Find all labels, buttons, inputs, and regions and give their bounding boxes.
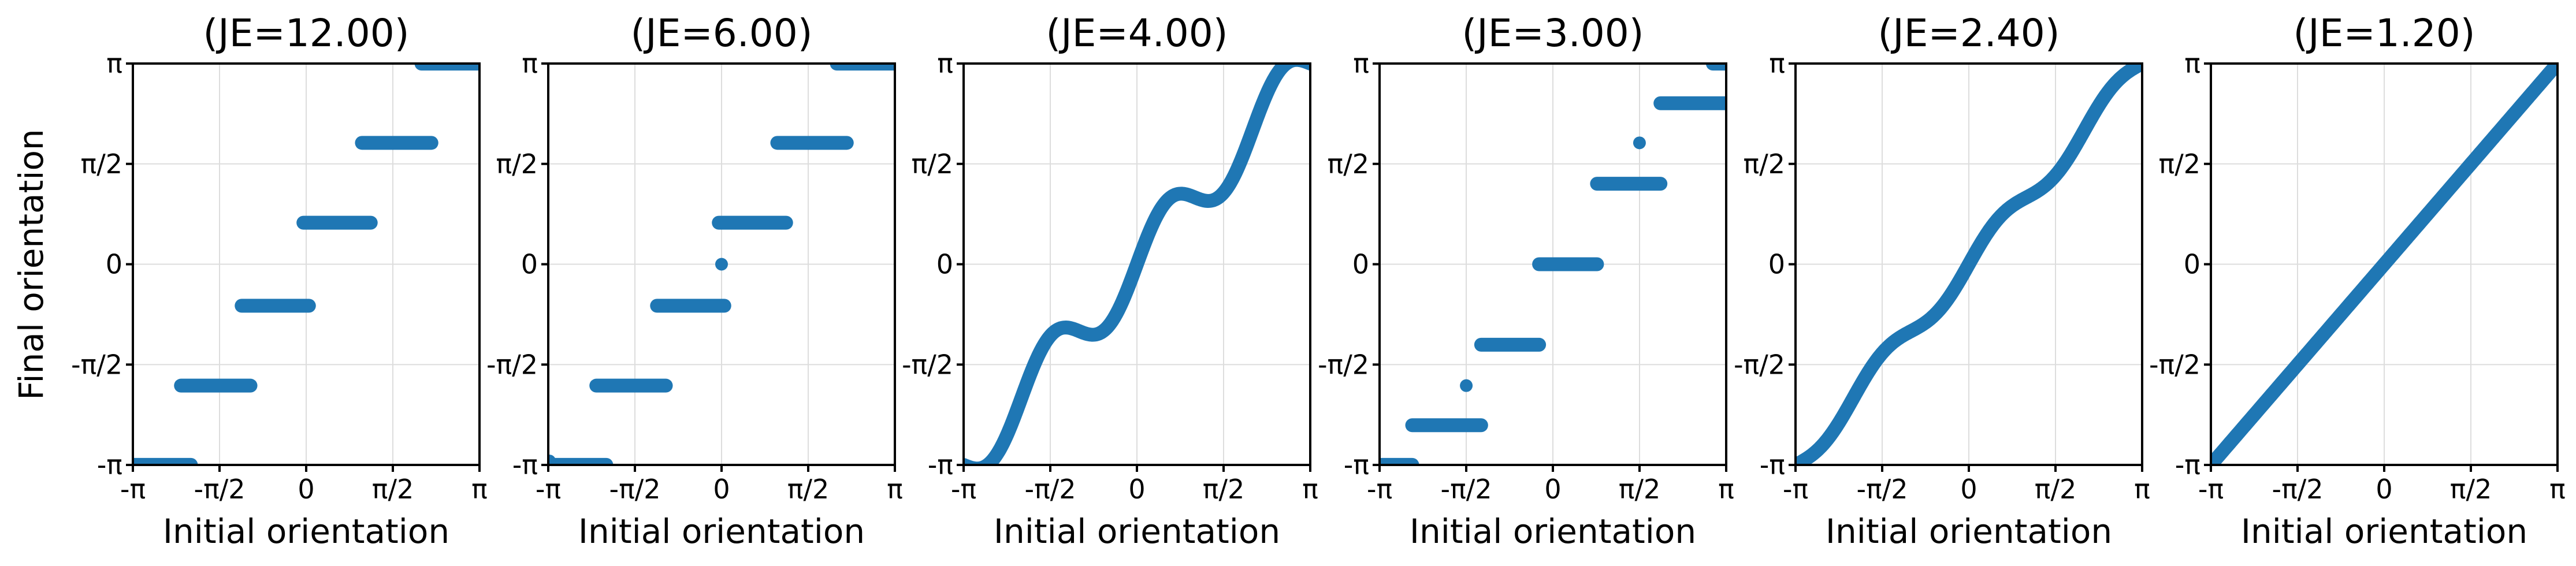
x-tick-label: -π/2 [1024,474,1076,505]
x-tick-label: -π [2198,474,2224,505]
chart-panel: -π -π/2 0 π/2 π -π -π/2 0 π/2 π (JE=1.20) Initial o… [2149,11,2566,551]
data-series [2211,64,2558,465]
x-tick-label: π/2 [1203,474,1244,505]
x-tick-label: π/2 [2450,474,2492,505]
y-tick-label: -π/2 [486,349,538,380]
x-axis-label: Initial orientation [994,512,1280,551]
data-series [964,64,1310,465]
chart-panel: -π -π/2 0 π/2 π -π -π/2 0 π/2 π (JE=12.00) Initial … [71,11,488,551]
y-tick-label: -π/2 [1318,349,1369,380]
x-axis-label: Initial orientation [1410,512,1696,551]
chart-panel: -π -π/2 0 π/2 π -π -π/2 0 π/2 π (JE=6.00) Initial o… [486,11,903,551]
y-tick-label: π [2184,48,2200,79]
data-point [548,455,556,465]
y-tick-label: π [1353,48,1369,79]
y-tick-label: 0 [2184,249,2200,280]
x-axis-label: Initial orientation [1826,512,2112,551]
x-tick-label: π/2 [2035,474,2076,505]
y-tick-label: π/2 [496,148,538,180]
y-tick-label: π [1769,48,1785,79]
x-tick-label: 0 [1544,474,1561,505]
x-tick-label: π [471,474,488,505]
x-axis-label: Initial orientation [163,512,449,551]
chart-title: (JE=2.40) [1878,11,2060,55]
y-tick-label: 0 [106,249,122,280]
x-axis-label: Initial orientation [2241,512,2527,551]
y-tick-label: -π [97,449,122,481]
x-tick-label: -π [1367,474,1392,505]
y-tick-label: 0 [1768,249,1785,280]
chart-title: (JE=3.00) [1462,11,1644,55]
x-tick-label: 0 [713,474,730,505]
y-tick-label: -π [1344,449,1369,481]
x-tick-label: π [887,474,903,505]
chart-panel: -π -π/2 0 π/2 π -π -π/2 0 π/2 π (JE=4.00) Initial o… [902,11,1318,551]
x-tick-label: 0 [298,474,314,505]
chart-panel: -π -π/2 0 π/2 π -π -π/2 0 π/2 π (JE=3.00) Initial o… [1318,11,1734,551]
data-point [715,258,728,271]
x-tick-label: -π [951,474,976,505]
x-tick-label: π/2 [372,474,414,505]
x-tick-label: -π/2 [1440,474,1492,505]
data-curve [964,64,1310,465]
y-tick-label: -π [512,449,538,481]
y-tick-label: π/2 [81,148,122,180]
x-tick-label: -π/2 [609,474,660,505]
chart-panel: -π -π/2 0 π/2 π -π -π/2 0 π/2 π (JE=2.40) Initial o… [1734,11,2150,551]
x-tick-label: π/2 [787,474,829,505]
data-point [1633,136,1646,150]
x-tick-label: -π/2 [1856,474,1908,505]
chart-title: (JE=6.00) [631,11,813,55]
x-tick-label: 0 [2376,474,2392,505]
data-series [1796,64,2142,465]
x-tick-label: 0 [1960,474,1977,505]
y-axis-label: Final orientation [12,129,51,400]
chart-title: (JE=12.00) [203,11,410,55]
y-tick-label: 0 [1352,249,1369,280]
x-tick-label: 0 [1128,474,1145,505]
x-tick-label: π/2 [1619,474,1660,505]
y-tick-label: 0 [521,249,538,280]
y-tick-label: π/2 [1328,148,1369,180]
y-tick-label: -π/2 [902,349,953,380]
x-axis-label: Initial orientation [578,512,865,551]
x-tick-label: -π [1783,474,1808,505]
chart-title: (JE=4.00) [1046,11,1228,55]
y-tick-label: -π [928,449,953,481]
x-tick-label: π [2549,474,2566,505]
x-tick-label: π [1302,474,1318,505]
y-tick-label: -π/2 [2149,349,2200,380]
y-tick-label: π/2 [912,148,953,180]
x-tick-label: -π [536,474,561,505]
y-tick-label: -π/2 [71,349,122,380]
y-tick-label: -π [2175,449,2200,481]
chart-title: (JE=1.20) [2294,11,2475,55]
y-tick-label: π/2 [2159,148,2200,180]
y-tick-label: π/2 [1744,148,1785,180]
x-tick-label: π [1718,474,1734,505]
x-tick-label: -π/2 [2272,474,2323,505]
y-tick-label: π [106,48,122,79]
data-curve [1796,64,2142,465]
y-tick-label: 0 [936,249,953,280]
y-tick-label: -π/2 [1734,349,1785,380]
y-tick-label: π [522,48,538,79]
y-tick-label: -π [1760,449,1785,481]
data-point [1460,379,1473,392]
y-tick-label: π [937,48,953,79]
data-series [548,64,895,465]
data-curve [2211,64,2558,465]
x-tick-label: π [2134,474,2150,505]
x-tick-label: -π [120,474,146,505]
x-tick-label: -π/2 [194,474,245,505]
